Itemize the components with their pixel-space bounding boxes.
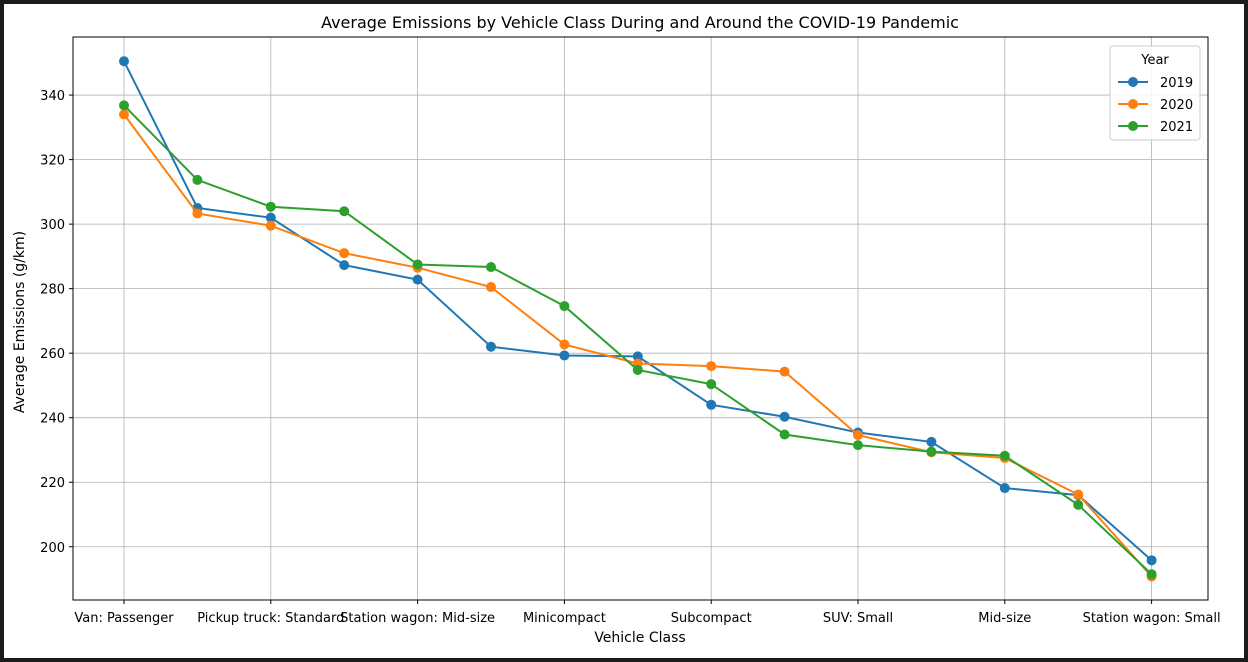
y-tick-label: 260 bbox=[40, 347, 65, 362]
data-point-2020 bbox=[779, 366, 790, 377]
y-tick-label: 320 bbox=[40, 154, 65, 169]
data-point-2019 bbox=[779, 411, 790, 422]
series-2020 bbox=[119, 109, 1157, 582]
data-point-2021 bbox=[632, 364, 643, 375]
data-point-2020 bbox=[192, 208, 203, 219]
data-point-2019 bbox=[632, 351, 643, 362]
legend-label: 2019 bbox=[1160, 76, 1193, 91]
legend-swatch-marker bbox=[1128, 77, 1138, 87]
x-tick-label: Station wagon: Small bbox=[1083, 611, 1221, 626]
axis-ticks: 200 220 240 260 280 300 320 340 Van: Passenger Pi… bbox=[40, 89, 1220, 626]
series-line-2021 bbox=[123, 104, 1153, 575]
series-group bbox=[119, 56, 1157, 582]
data-point-2021 bbox=[926, 446, 937, 457]
legend-label: 2021 bbox=[1160, 120, 1193, 135]
legend: Year 2019 2020 2021 bbox=[1109, 45, 1201, 141]
data-point-2021 bbox=[779, 429, 790, 440]
y-tick-label: 340 bbox=[40, 89, 65, 104]
series-2019 bbox=[119, 56, 1157, 566]
data-point-2019 bbox=[999, 483, 1010, 494]
data-point-2020 bbox=[559, 339, 570, 350]
y-tick-label: 220 bbox=[40, 476, 65, 491]
y-tick-label: 280 bbox=[40, 283, 65, 298]
series-line-2019 bbox=[123, 60, 1153, 562]
data-point-2021 bbox=[412, 259, 423, 270]
data-point-2019 bbox=[559, 350, 570, 361]
data-point-2020 bbox=[339, 248, 350, 259]
y-axis-label: Average Emissions (g/km) bbox=[12, 231, 28, 413]
data-point-2021 bbox=[853, 440, 863, 451]
series-line-2020 bbox=[123, 113, 1153, 578]
data-point-2019 bbox=[265, 212, 276, 223]
data-point-2020 bbox=[706, 361, 717, 372]
data-point-2021 bbox=[1073, 499, 1084, 510]
data-point-2019 bbox=[119, 56, 129, 67]
data-point-2021 bbox=[559, 301, 570, 312]
data-point-2021 bbox=[265, 201, 276, 212]
data-point-2019 bbox=[339, 260, 350, 271]
y-tick-label: 300 bbox=[40, 218, 65, 233]
y-tick-label: 200 bbox=[40, 541, 65, 556]
legend-title: Year bbox=[1140, 53, 1169, 68]
chart-title: Average Emissions by Vehicle Class Durin… bbox=[321, 13, 959, 32]
data-point-2020 bbox=[1073, 489, 1084, 500]
chart-figure: Average Emissions by Vehicle Class Durin… bbox=[4, 4, 1244, 658]
legend-swatch-marker bbox=[1128, 99, 1138, 109]
x-tick-label: Minicompact bbox=[523, 611, 606, 626]
legend-box bbox=[1109, 45, 1201, 141]
data-point-2019 bbox=[926, 436, 937, 447]
x-tick-label: Station wagon: Mid-size bbox=[340, 611, 495, 626]
line-chart: Average Emissions by Vehicle Class Durin… bbox=[12, 13, 1221, 646]
plot-frame bbox=[72, 36, 1209, 601]
data-point-2021 bbox=[119, 100, 129, 111]
x-tick-label: SUV: Small bbox=[823, 611, 893, 626]
series-2021 bbox=[119, 100, 1157, 580]
data-point-2019 bbox=[706, 399, 717, 410]
legend-label: 2020 bbox=[1160, 98, 1193, 113]
data-point-2020 bbox=[486, 282, 496, 293]
x-tick-label: Subcompact bbox=[671, 611, 752, 626]
data-point-2021 bbox=[706, 379, 717, 390]
x-axis-label: Vehicle Class bbox=[594, 630, 685, 646]
data-point-2020 bbox=[853, 430, 863, 441]
y-tick-label: 240 bbox=[40, 412, 65, 427]
data-point-2020 bbox=[119, 109, 129, 120]
data-point-2019 bbox=[412, 274, 423, 285]
data-point-2021 bbox=[192, 174, 203, 185]
x-tick-label: Mid-size bbox=[978, 611, 1031, 626]
data-point-2019 bbox=[486, 341, 496, 352]
data-point-2020 bbox=[265, 220, 276, 231]
data-point-2021 bbox=[999, 450, 1010, 461]
data-point-2021 bbox=[486, 262, 496, 273]
data-point-2021 bbox=[339, 206, 350, 217]
data-point-2019 bbox=[1146, 555, 1157, 566]
grid-lines bbox=[73, 37, 1208, 600]
x-tick-label: Van: Passenger bbox=[74, 611, 174, 626]
data-point-2021 bbox=[1146, 569, 1157, 580]
x-tick-label: Pickup truck: Standard bbox=[197, 611, 344, 626]
legend-swatch-marker bbox=[1128, 121, 1138, 131]
